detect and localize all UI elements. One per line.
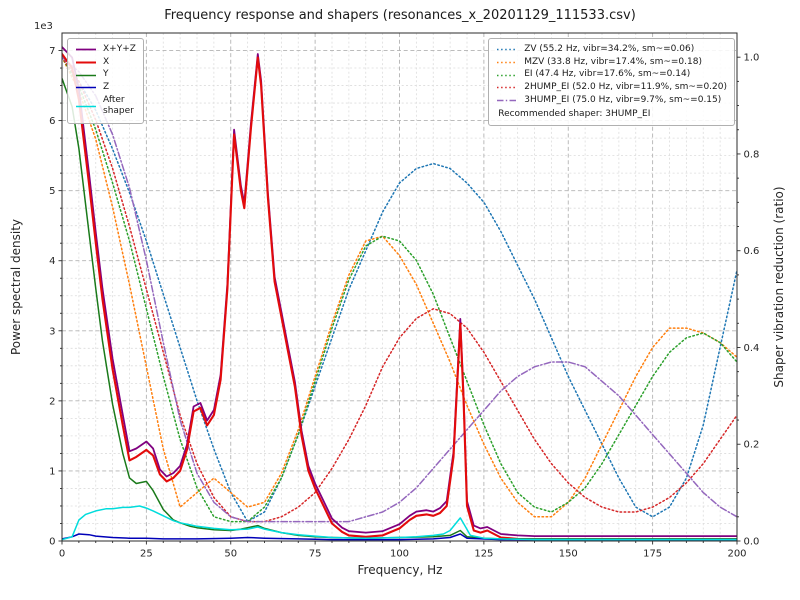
- y-right-tick-label: 0.4: [744, 343, 760, 354]
- series-lines: [62, 46, 737, 541]
- series-line-after-shaper: [62, 505, 737, 541]
- x-tick-label: 75: [309, 549, 322, 560]
- y-left-tick-label: 7: [49, 46, 55, 57]
- legend-item-ei: EI (47.4 Hz, vibr=17.6%, sm~=0.14): [496, 69, 727, 81]
- series-line-zv: [62, 56, 737, 523]
- left-axis-label: Power spectral density: [9, 218, 23, 356]
- series-line-mzv: [62, 56, 737, 518]
- legend-label: 2HUMP_EI (52.0 Hz, vibr=11.9%, sm~=0.20): [524, 82, 727, 93]
- legend-swatch-mzv-line: [497, 61, 518, 64]
- y-left-tick-label: 2: [49, 396, 55, 407]
- legend-item-3hump-ei: 3HUMP_EI (75.0 Hz, vibr=9.7%, sm~=0.15): [496, 95, 727, 107]
- legend-shapers: ZV (55.2 Hz, vibr=34.2%, sm~=0.06) MZV (3…: [488, 38, 735, 127]
- x-tick-label: 175: [643, 549, 662, 560]
- x-tick-label: 200: [727, 549, 746, 560]
- x-tick-label: 0: [59, 549, 65, 560]
- legend-swatch-2hump-ei-line: [497, 87, 518, 89]
- x-tick-label: 150: [559, 549, 578, 560]
- legend-label: X+Y+Z: [103, 44, 136, 54]
- y-right-tick-label: 1.0: [744, 53, 760, 64]
- y-axis-offset-label: 1e3: [34, 21, 53, 32]
- legend-item-after-shaper: After shaper: [75, 95, 136, 118]
- x-tick-label: 100: [390, 549, 409, 560]
- y-left-tick-label: 1: [49, 466, 55, 477]
- legend-item-y: Y: [75, 69, 136, 81]
- x-tick-label: 50: [224, 549, 237, 560]
- legend-swatch-ei-line: [497, 74, 518, 77]
- grid-minor: [62, 33, 737, 541]
- x-tick-label: 125: [474, 549, 493, 560]
- y-right-tick-label: 0.6: [744, 246, 760, 257]
- legend-item-mzv: MZV (33.8 Hz, vibr=17.4%, sm~=0.18): [496, 57, 727, 69]
- x-tick-label: 25: [140, 549, 153, 560]
- series-line-2hump-ei: [62, 56, 737, 523]
- legend-item-2hump-ei: 2HUMP_EI (52.0 Hz, vibr=11.9%, sm~=0.20): [496, 82, 727, 94]
- axis-ticks: [58, 50, 741, 545]
- legend-swatch-zv-line: [497, 49, 518, 51]
- legend-swatch-z-line: [76, 87, 96, 89]
- right-axis-label: Shaper vibration reduction (ratio): [772, 186, 786, 388]
- legend-item-x-y-z: X+Y+Z: [75, 44, 136, 56]
- legend-swatch-3hump-ei-line: [497, 99, 518, 102]
- y-left-tick-label: 0: [49, 537, 55, 548]
- legend-swatch-x-line: [76, 61, 96, 64]
- series-line-ei: [62, 56, 737, 523]
- grid-major: [62, 33, 737, 541]
- y-left-tick-label: 6: [49, 116, 55, 127]
- y-left-tick-label: 4: [49, 256, 55, 267]
- tick-labels: 0 25 50 75 100 125 150 175 200 0 1 2 3 4 5 6 7 0.0 0.2 0.4 0…: [49, 46, 759, 559]
- legend-label: ZV (55.2 Hz, vibr=34.2%, sm~=0.06): [524, 44, 695, 54]
- legend-swatch-after-shaper-line: [76, 105, 96, 108]
- legend-label: Z: [103, 82, 110, 93]
- y-left-tick-label: 5: [49, 186, 55, 197]
- legend-label: MZV (33.8 Hz, vibr=17.4%, sm~=0.18): [524, 56, 702, 67]
- series-line-3hump-ei: [62, 56, 737, 523]
- legend-item-z: Z: [75, 82, 136, 94]
- legend-label: EI (47.4 Hz, vibr=17.6%, sm~=0.14): [524, 69, 691, 80]
- legend-item-zv: ZV (55.2 Hz, vibr=34.2%, sm~=0.06): [496, 44, 727, 56]
- legend-swatch-y-line: [76, 74, 96, 77]
- y-right-tick-label: 0.2: [744, 440, 760, 451]
- recommended-shaper-note: Recommended shaper: 3HUMP_EI: [498, 109, 651, 120]
- legend-label: X: [103, 56, 110, 67]
- legend-label: 3HUMP_EI (75.0 Hz, vibr=9.7%, sm~=0.15): [524, 94, 722, 105]
- y-right-tick-label: 0.0: [744, 537, 760, 548]
- chart-title: Frequency response and shapers (resonanc…: [164, 8, 636, 23]
- legend-swatch-x-y-z-line: [76, 48, 96, 51]
- x-axis-label: Frequency, Hz: [357, 563, 443, 577]
- legend-item-x: X: [75, 57, 136, 69]
- legend-label: Y: [103, 69, 109, 80]
- y-left-tick-label: 3: [49, 326, 55, 337]
- y-right-tick-label: 0.8: [744, 149, 760, 160]
- series-line-x: [62, 52, 737, 541]
- legend-psd: X+Y+Z X Y Z After shaper: [67, 38, 144, 125]
- legend-label: After shaper: [103, 94, 134, 117]
